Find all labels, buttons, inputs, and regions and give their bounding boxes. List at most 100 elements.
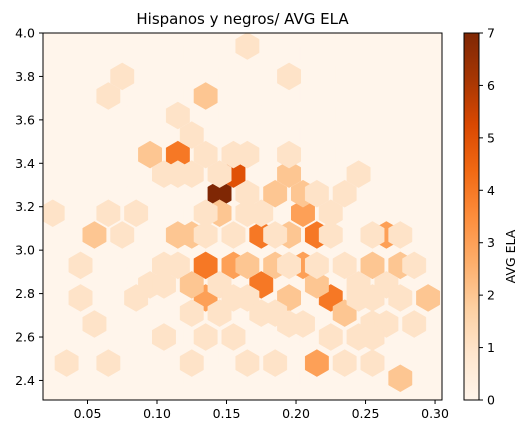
hex-bin <box>304 271 329 299</box>
hex-bin <box>235 251 260 280</box>
hex-bin <box>291 199 315 228</box>
hex-bin <box>235 199 260 228</box>
colorbar-tick-label: 4 <box>487 183 495 198</box>
x-tick-label: 0.15 <box>213 406 241 421</box>
hex-bin <box>165 251 190 280</box>
hex-bin <box>291 310 315 338</box>
hex-bin <box>388 364 413 393</box>
colorbar-tick-label: 6 <box>487 78 495 93</box>
hex-bin <box>152 271 176 299</box>
hex-bin <box>96 199 121 228</box>
colorbar-tick-label: 3 <box>487 235 495 250</box>
hex-bin <box>263 349 288 377</box>
colorbar-tick-label: 1 <box>487 340 495 355</box>
hex-bin <box>416 284 441 312</box>
hex-bin <box>346 160 371 188</box>
colorbar-tick-label: 2 <box>487 288 495 303</box>
hex-bin <box>304 349 329 377</box>
hex-bin <box>96 349 121 377</box>
chart-title: Hispanos y negros/ AVG ELA <box>136 10 349 28</box>
hex-bin <box>43 199 65 228</box>
hex-bin <box>54 349 79 377</box>
y-tick-label: 3.0 <box>15 243 35 258</box>
hex-bin <box>82 310 107 338</box>
x-tick-label: 0.05 <box>74 406 102 421</box>
y-axis: 2.4 2.6 2.8 3.0 3.2 3.4 3.6 3.8 4.0 <box>15 26 43 388</box>
hex-bin <box>193 199 218 228</box>
colorbar-tick-label: 0 <box>487 393 495 408</box>
hex-bin <box>165 101 190 130</box>
y-tick-label: 3.4 <box>15 156 35 171</box>
hex-bin <box>277 62 302 91</box>
hexbin-cells <box>43 33 442 400</box>
hex-bin <box>179 349 204 377</box>
hex-bin <box>193 140 218 169</box>
hex-bin <box>277 160 302 188</box>
hex-bin <box>235 349 260 377</box>
hex-bin <box>221 221 246 249</box>
colorbar <box>463 32 480 401</box>
hex-bin <box>179 299 204 327</box>
hex-bin <box>193 323 218 351</box>
hex-bin <box>346 323 371 351</box>
y-tick-label: 3.2 <box>15 199 35 214</box>
x-axis: 0.05 0.10 0.15 0.20 0.25 0.30 <box>74 400 449 421</box>
hex-bin <box>110 62 135 91</box>
hex-bin <box>193 251 218 280</box>
y-tick-label: 4.0 <box>15 26 35 41</box>
hex-bin <box>263 299 288 327</box>
hex-bin <box>207 299 232 327</box>
hex-bin <box>96 82 121 110</box>
hex-bin <box>277 140 302 169</box>
hex-bin <box>152 323 176 351</box>
hex-bin <box>318 323 343 351</box>
colorbar-tick-label: 7 <box>487 26 495 41</box>
hex-bin <box>193 82 218 110</box>
plot-frame <box>42 32 443 401</box>
hex-bin <box>277 251 302 280</box>
x-tick-label: 0.30 <box>421 406 449 421</box>
hex-bin <box>193 221 218 249</box>
hex-bin <box>332 179 357 208</box>
y-tick-label: 2.4 <box>15 373 35 388</box>
hex-bin <box>388 221 413 249</box>
hex-bin <box>68 251 93 280</box>
hex-bin <box>360 221 385 249</box>
hex-bin <box>165 160 190 188</box>
hex-bin <box>402 251 427 280</box>
colorbar-label: AVG ELA <box>503 229 518 283</box>
hex-bin-empty <box>428 383 442 400</box>
hex-bin <box>332 251 357 280</box>
hex-bin <box>221 323 246 351</box>
hex-bin <box>82 221 107 249</box>
hex-bin <box>235 33 260 60</box>
hex-bin <box>304 179 329 208</box>
x-tick-label: 0.25 <box>352 406 380 421</box>
hex-bin <box>402 310 427 338</box>
hex-bin <box>221 140 246 169</box>
x-tick-label: 0.10 <box>143 406 171 421</box>
hex-bin <box>124 199 149 228</box>
hex-bin <box>304 251 329 280</box>
hex-bin <box>332 349 357 377</box>
hex-bin <box>110 221 135 249</box>
hex-bin <box>138 140 162 169</box>
colorbar-tick-label: 5 <box>487 130 495 145</box>
y-tick-label: 2.6 <box>15 330 35 345</box>
hex-bin <box>388 284 413 312</box>
hex-bin <box>360 251 385 280</box>
hex-bin <box>263 179 288 208</box>
hex-bin <box>263 221 288 249</box>
y-tick-label: 3.6 <box>15 112 35 127</box>
hex-bin <box>318 221 343 249</box>
colorbar-axis: 0 1 2 3 4 5 6 7 <box>479 26 495 408</box>
hex-bin-empty <box>43 33 55 47</box>
y-tick-label: 2.8 <box>15 286 35 301</box>
hex-bin <box>360 349 385 377</box>
y-tick-label: 3.8 <box>15 69 35 84</box>
hex-bin <box>68 284 93 312</box>
x-tick-label: 0.20 <box>282 406 310 421</box>
hex-bin <box>179 271 204 299</box>
hex-bin <box>179 121 204 149</box>
